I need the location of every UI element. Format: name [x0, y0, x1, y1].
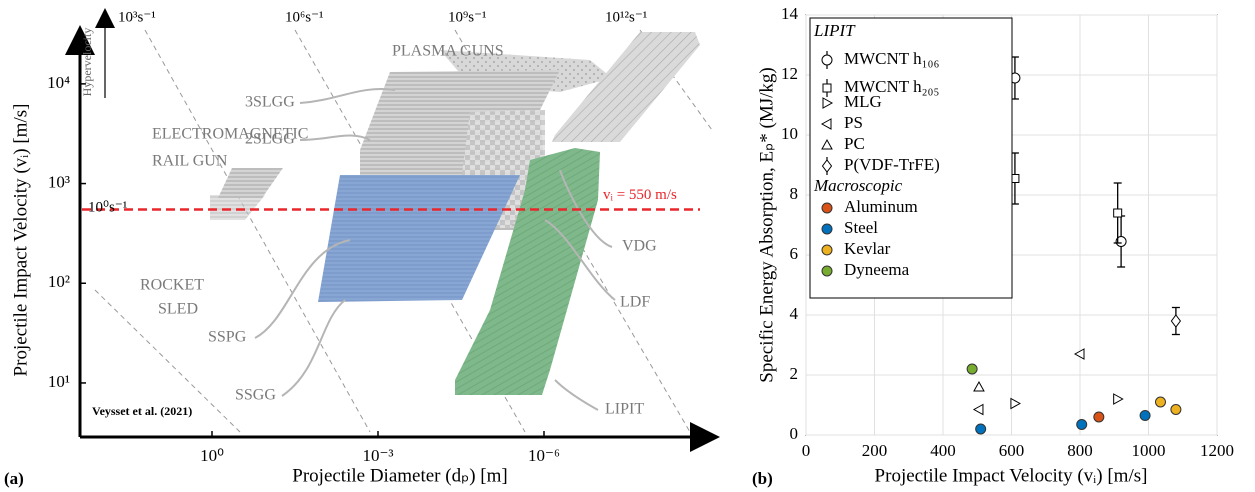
legend-box [809, 17, 1013, 299]
legend-marker [821, 159, 833, 173]
vdg-region [552, 32, 700, 142]
marker [1010, 397, 1021, 410]
marker [1093, 411, 1105, 423]
legend-label: PC [844, 134, 865, 153]
marker [1154, 396, 1166, 408]
legend-marker [821, 202, 833, 214]
y-tick-label: 10² [48, 272, 70, 291]
regime-regions [94, 8, 713, 433]
x-axis-label: Projectile Impact Velocity (vᵢ) [m/s] [875, 465, 1148, 486]
marker [1170, 314, 1182, 328]
marker [1115, 236, 1127, 247]
marker [973, 380, 985, 392]
marker [966, 363, 978, 375]
x-tick-label: 1000 [1132, 441, 1166, 460]
leader-lines [254, 88, 616, 411]
ssg-region [318, 175, 520, 302]
legend-label: Dyneema [844, 260, 910, 279]
legend-marker [821, 223, 833, 235]
railgun-region [218, 168, 283, 198]
legend-marker [820, 118, 832, 130]
y-tick-label: 12 [781, 64, 798, 83]
legend-marker [822, 83, 832, 93]
region-label: ROCKET [140, 277, 204, 294]
x-tick-label: 10⁻³ [362, 446, 393, 465]
source-label: Veysset et al. (2021) [92, 404, 192, 418]
x-tick-label: 10⁻⁶ [528, 446, 560, 465]
threshold-label: vᵢ = 550 m/s [603, 187, 677, 203]
region-label: PLASMA GUNS [392, 43, 504, 60]
region-label: SSGG [235, 387, 276, 404]
y-tick-label: 8 [790, 184, 799, 203]
marker [972, 403, 984, 416]
legend-marker [822, 97, 834, 109]
x-tick-label: 800 [1067, 441, 1093, 460]
legend-label: MWCNT h₂₀₅ [844, 77, 939, 96]
y-tick-label: 10³ [48, 172, 70, 191]
y-axis-label: Projectile Impact Velocity (vᵢ) [m/s] [10, 104, 31, 377]
legend-label: MLG [844, 92, 882, 111]
legend-label: Aluminum [844, 197, 918, 216]
legend-marker [821, 244, 833, 256]
region-label: 3SLGG [245, 94, 295, 111]
x-tick-label: 600 [999, 441, 1025, 460]
legend-title: Macroscopic [813, 176, 903, 195]
legend-marker [821, 265, 833, 277]
marker [1170, 404, 1182, 415]
region-label: SLED [158, 301, 198, 318]
region-label: SSPG [208, 329, 247, 346]
panel-label: (b) [752, 469, 773, 488]
strain-rate-label: 10³s⁻¹ [118, 9, 156, 25]
panel-label: (a) [4, 469, 24, 488]
y-tick-label: 10⁴ [47, 73, 70, 92]
arrow-label: Hypervelocity [80, 28, 94, 97]
marker [1139, 410, 1151, 421]
region-label: 2SLGG [245, 131, 295, 148]
axes-a [65, 25, 720, 452]
y-tick-label: 4 [790, 304, 799, 323]
x-tick-label: 0 [802, 441, 811, 460]
legend-title: LIPIT [813, 21, 856, 40]
region-label: LIPIT [605, 401, 644, 418]
y-tick-label: 10¹ [48, 372, 70, 391]
strain-rate-label: 10⁹s⁻¹ [448, 9, 486, 25]
strain-rate-label: 10⁶s⁻¹ [285, 9, 323, 25]
y-tick-label: 10 [781, 124, 798, 143]
region-label: LDF [620, 294, 650, 311]
y-tick-label: 2 [790, 364, 799, 383]
region-label: RAIL GUN [152, 153, 228, 170]
y-tick-label: 6 [790, 244, 799, 263]
x-tick-label: 200 [862, 441, 888, 460]
legend-label: Kevlar [844, 239, 891, 258]
x-tick-label: 10⁰ [200, 446, 224, 465]
legend-label: MWCNT h₁₀₆ [844, 49, 939, 68]
x-tick-label: 400 [930, 441, 956, 460]
legend-marker [821, 54, 833, 66]
y-tick-label: 0 [790, 424, 799, 443]
region-label: ELECTROMAGNETIC [152, 126, 308, 143]
x-tick-label: 1200 [1200, 441, 1234, 460]
strain-rate-label: 10⁰s⁻¹ [88, 199, 127, 215]
region-label: VDG [622, 238, 657, 255]
y-axis-label: Specific Energy Absorption, Eₚ* (MJ/kg) [756, 67, 777, 382]
marker [1113, 208, 1123, 218]
legend-label: Steel [844, 218, 878, 237]
marker [1073, 348, 1085, 360]
marker [1113, 393, 1124, 405]
x-axis-label: Projectile Diameter (dₚ) [m] [292, 465, 507, 486]
legend-marker [821, 138, 833, 150]
marker [1076, 419, 1088, 430]
legend-label: PS [844, 113, 863, 132]
legend-label: P(VDF-TrFE) [844, 155, 940, 174]
rocket-sled-region [210, 195, 265, 220]
strain-rate-label: 10¹²s⁻¹ [605, 9, 647, 25]
y-tick-label: 14 [781, 4, 799, 23]
marker [975, 423, 987, 435]
